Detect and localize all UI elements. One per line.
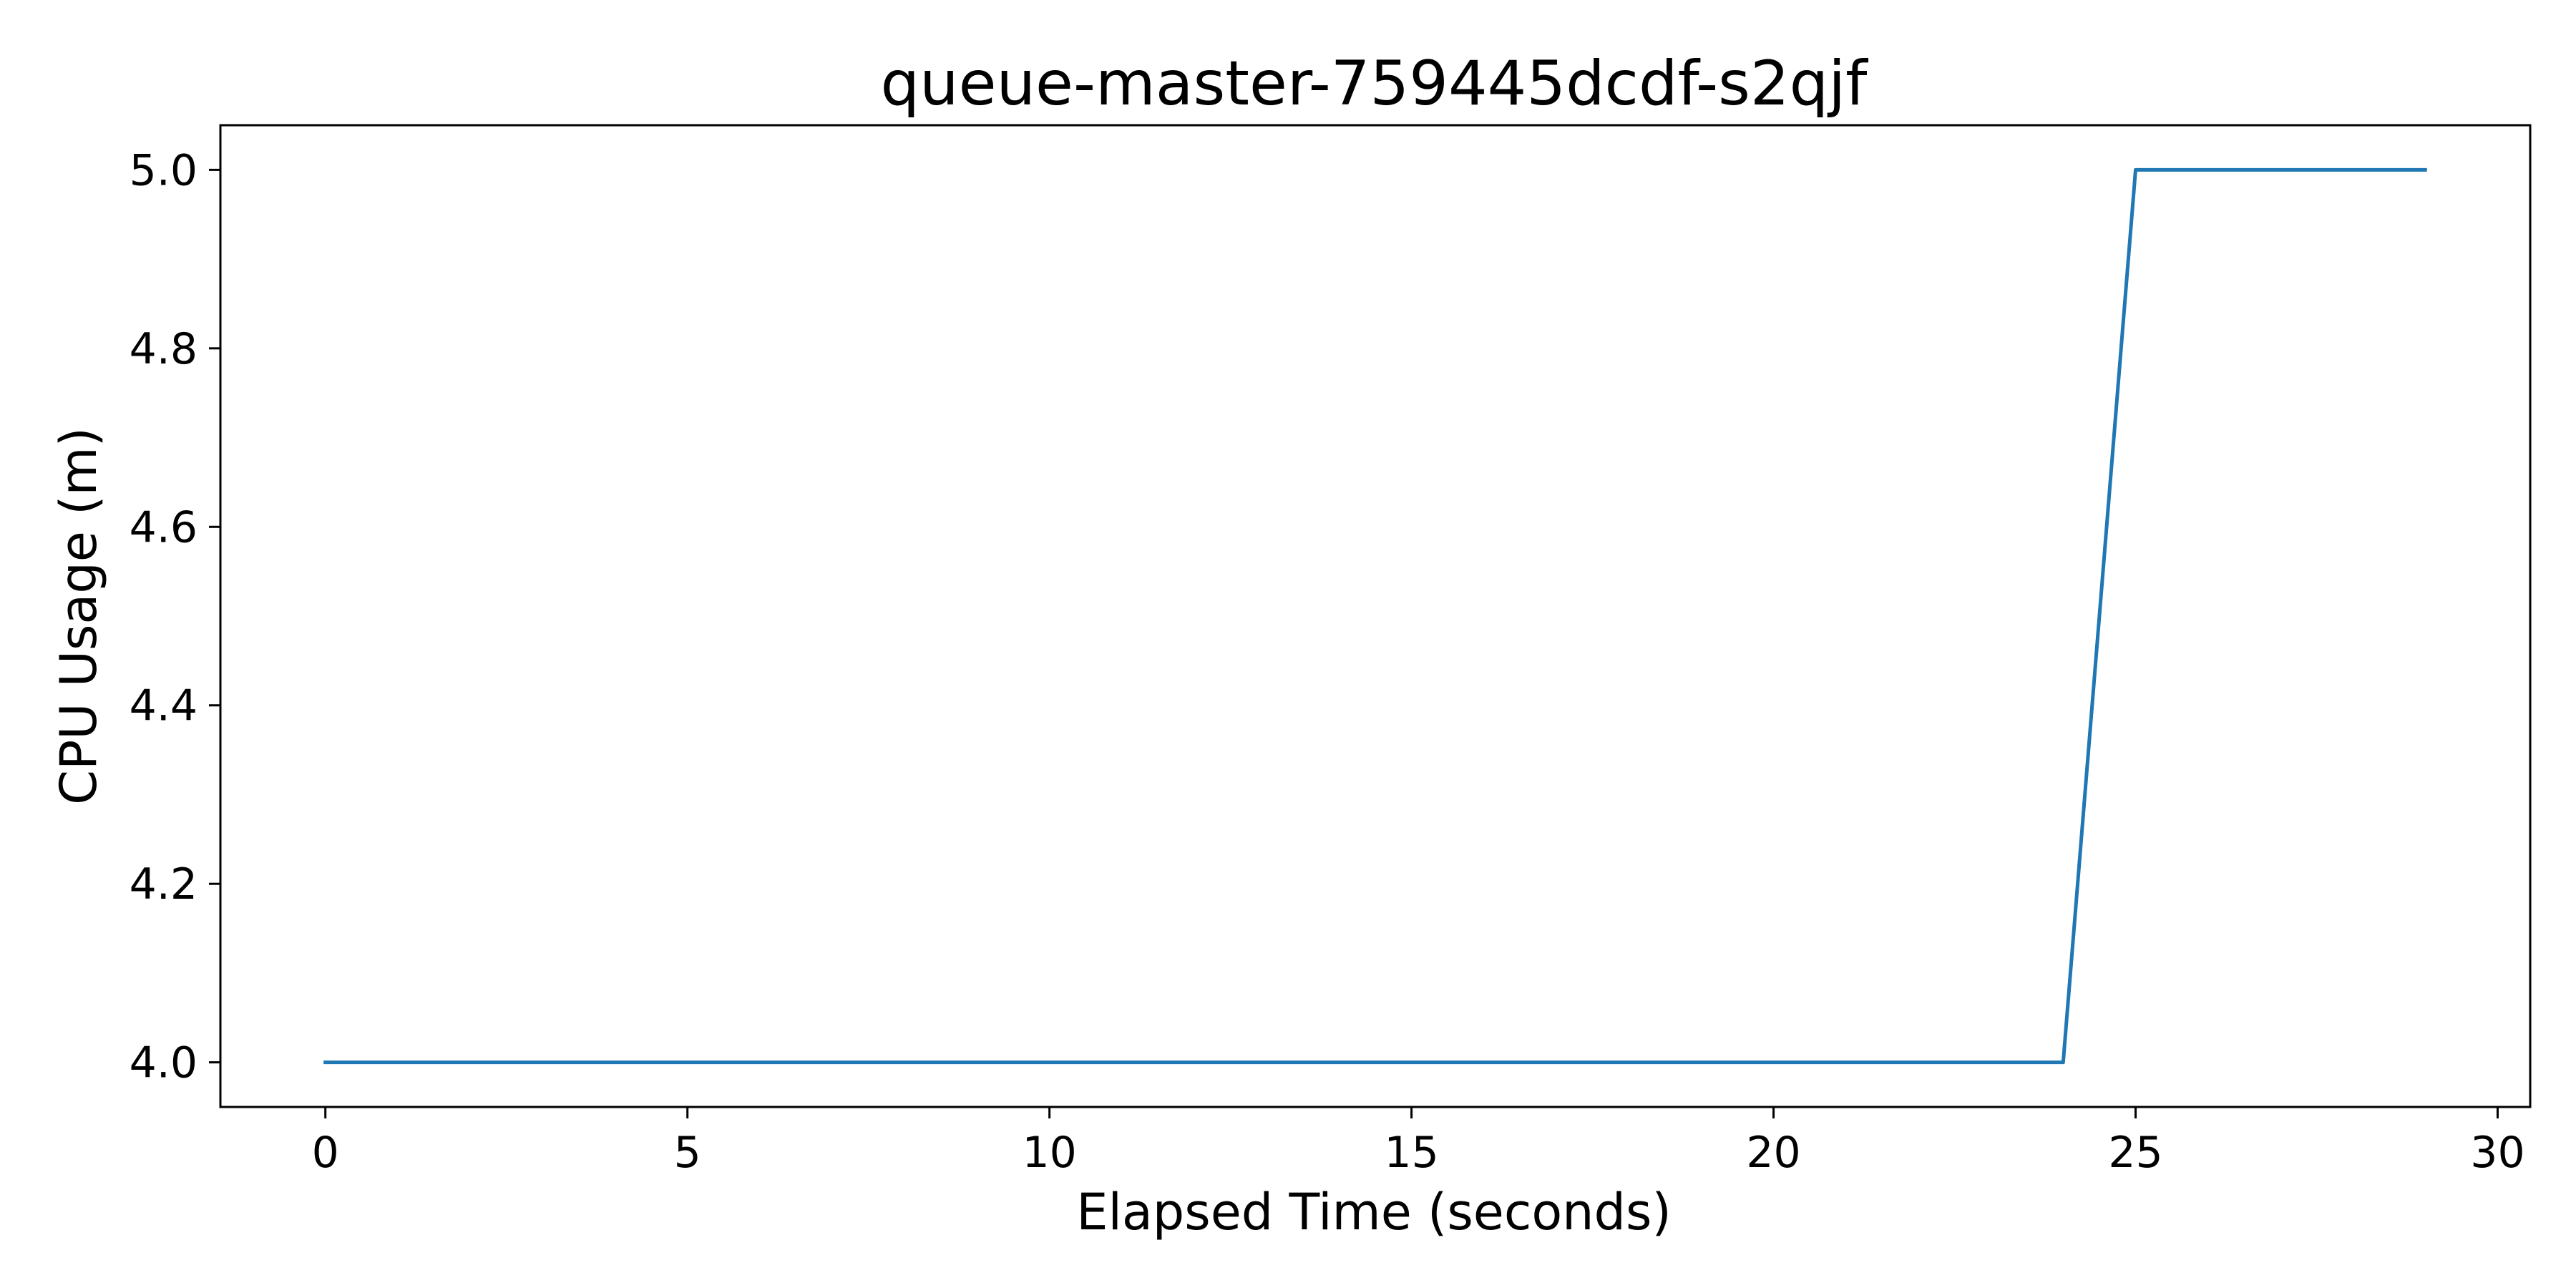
x-tick-label: 5 — [674, 1128, 701, 1178]
y-tick-label: 4.2 — [130, 859, 197, 909]
x-axis-label: Elapsed Time (seconds) — [1076, 1183, 1672, 1241]
y-axis-ticks: 4.0 4.2 4.4 4.6 4.8 5.0 — [130, 145, 220, 1088]
cpu-usage-line — [323, 167, 2427, 1065]
x-tick-label: 10 — [1022, 1128, 1076, 1178]
y-tick-label: 4.4 — [130, 681, 197, 731]
x-tick-label: 25 — [2108, 1128, 2162, 1178]
x-axis-ticks: 0 5 10 15 20 25 30 — [312, 1107, 2525, 1178]
chart-title: queue-master-759445dcdf-s2qjf — [881, 48, 1869, 119]
y-tick-label: 5.0 — [130, 145, 197, 195]
y-axis-label: CPU Usage (m) — [49, 427, 108, 805]
series-layer — [323, 167, 2427, 1065]
x-tick-label: 20 — [1746, 1128, 1800, 1178]
y-tick-label: 4.0 — [130, 1038, 197, 1088]
y-tick-label: 4.6 — [130, 502, 197, 552]
x-tick-label: 0 — [312, 1128, 339, 1178]
x-tick-label: 15 — [1384, 1128, 1438, 1178]
y-tick-label: 4.8 — [130, 324, 197, 374]
plot-frame — [219, 124, 2532, 1108]
x-tick-label: 30 — [2470, 1128, 2524, 1178]
